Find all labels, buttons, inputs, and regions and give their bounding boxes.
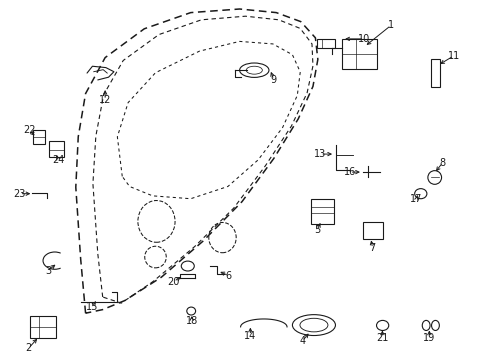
Text: 13: 13 — [313, 149, 326, 159]
Text: 14: 14 — [244, 330, 256, 341]
Text: 24: 24 — [52, 155, 65, 165]
Text: 7: 7 — [369, 243, 375, 253]
Text: 12: 12 — [99, 95, 111, 105]
Text: 20: 20 — [167, 276, 180, 287]
Text: 19: 19 — [422, 333, 435, 343]
Text: 11: 11 — [447, 51, 459, 61]
Text: 2: 2 — [25, 343, 31, 354]
Text: 17: 17 — [409, 194, 422, 204]
Text: 1: 1 — [387, 20, 393, 30]
Text: 8: 8 — [439, 158, 445, 168]
Text: 21: 21 — [375, 333, 388, 343]
Text: 9: 9 — [270, 75, 276, 85]
Text: 18: 18 — [185, 316, 198, 326]
Text: 10: 10 — [357, 34, 370, 44]
Text: 6: 6 — [225, 271, 231, 281]
Text: 3: 3 — [45, 266, 51, 276]
Text: 16: 16 — [343, 167, 355, 177]
Text: 4: 4 — [299, 336, 305, 346]
Text: 23: 23 — [13, 189, 26, 199]
Text: 5: 5 — [313, 225, 319, 235]
Text: 15: 15 — [85, 302, 98, 312]
Text: 22: 22 — [23, 125, 36, 135]
